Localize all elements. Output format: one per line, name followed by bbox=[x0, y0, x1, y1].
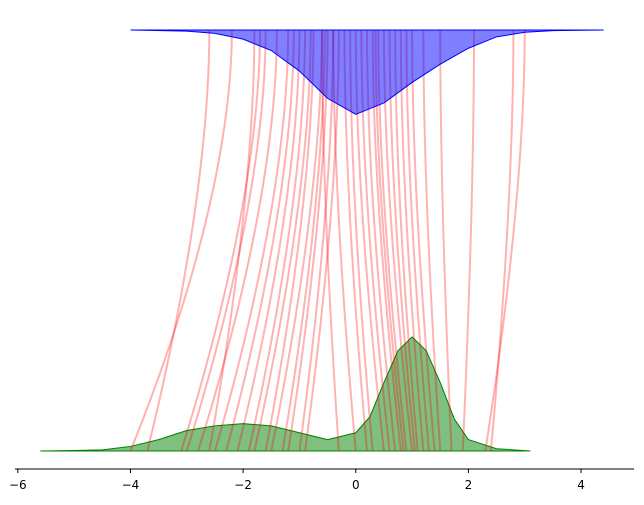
x-tick-label: −6 bbox=[9, 478, 27, 492]
x-tick-label: 2 bbox=[465, 478, 473, 492]
x-tick-label: −2 bbox=[234, 478, 252, 492]
x-tick-label: 0 bbox=[352, 478, 360, 492]
target-density bbox=[130, 29, 604, 115]
transport-line bbox=[213, 29, 290, 452]
transport-line bbox=[129, 29, 233, 452]
transport-line bbox=[236, 29, 301, 452]
transport-line bbox=[208, 29, 256, 452]
transport-line bbox=[422, 29, 442, 452]
transport-line bbox=[439, 29, 453, 452]
transport-line bbox=[197, 29, 278, 452]
x-tick-label: 4 bbox=[577, 478, 585, 492]
transport-line bbox=[180, 29, 262, 452]
transport-line bbox=[461, 29, 476, 452]
transport-line bbox=[484, 29, 526, 452]
x-tick-label: −4 bbox=[122, 478, 140, 492]
transport-line bbox=[185, 29, 267, 452]
transport-line bbox=[247, 29, 307, 452]
transport-line bbox=[225, 29, 295, 452]
transport-line bbox=[489, 29, 515, 452]
source-density bbox=[40, 336, 531, 452]
transport-line bbox=[146, 29, 211, 452]
